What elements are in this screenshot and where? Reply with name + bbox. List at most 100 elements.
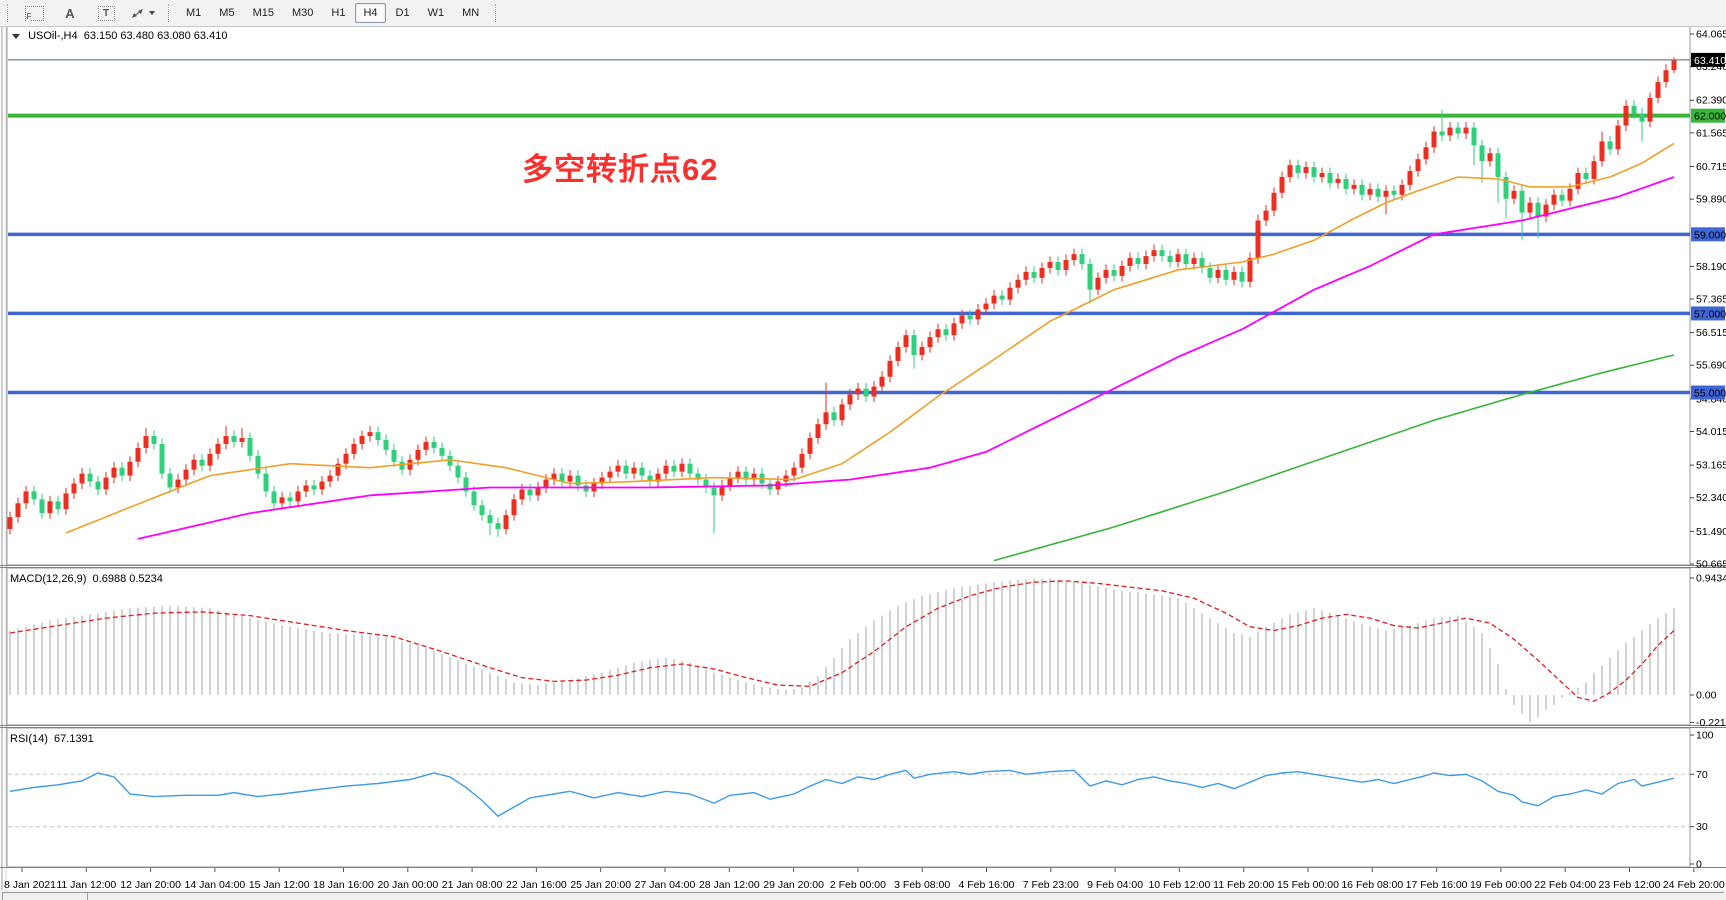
bottom-tab[interactable] bbox=[2, 892, 88, 900]
text-box-button[interactable]: T bbox=[89, 1, 123, 25]
candle-body bbox=[1511, 190, 1517, 199]
ma-slow-line bbox=[993, 354, 1675, 562]
text-box-icon: T bbox=[97, 5, 115, 21]
candle-body bbox=[1615, 125, 1621, 150]
candle-body bbox=[239, 438, 245, 442]
profile-grid-button[interactable]: F bbox=[17, 1, 51, 25]
candle-body bbox=[1079, 254, 1085, 264]
candle-body bbox=[1575, 173, 1581, 189]
candle-body bbox=[1479, 145, 1485, 162]
timeframe-button-M15[interactable]: M15 bbox=[252, 7, 274, 19]
rsi-name: RSI(14) bbox=[10, 733, 48, 745]
time-axis[interactable]: 8 Jan 2021 11 Jan 12:00 12 Jan 20:00 14 Jan… bbox=[4, 868, 1725, 891]
collapse-icon[interactable] bbox=[12, 34, 20, 39]
timeframe-button-M1[interactable]: M1 bbox=[186, 7, 202, 19]
candle-body bbox=[815, 424, 821, 439]
time-axis-label: 9 Feb 04:00 bbox=[1087, 879, 1143, 891]
toolbar: F A T M1 M5 M15 M30 H1 H4 D1 W1 MN bbox=[0, 0, 1726, 27]
text-label-button[interactable]: A bbox=[53, 1, 87, 25]
timeframe-button-H1[interactable]: H1 bbox=[331, 7, 346, 19]
toolbar-drag-handle[interactable] bbox=[7, 4, 9, 22]
timeframe-button-M5[interactable]: M5 bbox=[219, 7, 235, 19]
time-axis-label: 22 Feb 04:00 bbox=[1534, 879, 1596, 891]
candle-body bbox=[415, 449, 421, 460]
chart-title: USOil-,H4 63.150 63.480 63.080 63.410 bbox=[12, 30, 227, 42]
candle-body bbox=[1135, 258, 1141, 264]
candle-body bbox=[63, 493, 69, 510]
candle-body bbox=[375, 432, 381, 441]
candle-body bbox=[575, 475, 581, 486]
candle-body bbox=[511, 499, 517, 516]
candle-body bbox=[807, 438, 813, 454]
candle-body bbox=[231, 436, 237, 442]
level-62.000-text: 62.000 bbox=[1694, 111, 1726, 123]
candle-body bbox=[1159, 250, 1165, 257]
time-axis-label: 16 Feb 08:00 bbox=[1341, 879, 1403, 891]
candle-body bbox=[319, 481, 325, 490]
candle-body bbox=[703, 479, 709, 488]
rsi-axis-label: 70 bbox=[1696, 769, 1708, 781]
macd-panel bbox=[9, 578, 1675, 723]
candle-body bbox=[1127, 258, 1133, 266]
candle-body bbox=[991, 295, 997, 304]
candle-body bbox=[1103, 269, 1109, 278]
timeframe-button-MN[interactable]: MN bbox=[462, 7, 480, 19]
candle-body bbox=[1319, 173, 1325, 177]
candle-body bbox=[527, 489, 533, 496]
bottom-edge bbox=[88, 892, 1724, 900]
candle-body bbox=[1535, 202, 1541, 217]
candle-body bbox=[183, 469, 189, 480]
candle-body bbox=[935, 329, 941, 338]
candle-body bbox=[1527, 202, 1533, 213]
candle-body bbox=[1063, 260, 1069, 270]
candle-body bbox=[831, 412, 837, 421]
candle-body bbox=[1343, 178, 1349, 189]
candle-body bbox=[1551, 194, 1557, 205]
time-axis-label: 21 Jan 08:00 bbox=[442, 879, 503, 891]
candle-body bbox=[159, 443, 165, 474]
macd-axis-label: 0.9434 bbox=[1696, 573, 1726, 585]
candle-body bbox=[1311, 167, 1317, 177]
candle-body bbox=[135, 447, 141, 462]
candle-body bbox=[423, 441, 429, 450]
macd-axis-label: 0.00 bbox=[1696, 690, 1717, 702]
time-axis-label: 7 Feb 23:00 bbox=[1023, 879, 1079, 891]
macd-name: MACD(12,26,9) bbox=[10, 573, 87, 585]
price-axis-label: 56.515 bbox=[1696, 327, 1726, 339]
candle-body bbox=[847, 394, 853, 405]
rsi-value: 67.1391 bbox=[54, 733, 94, 745]
candle-body bbox=[711, 487, 717, 496]
candle-body bbox=[351, 443, 357, 454]
cursor-arrows-button[interactable] bbox=[125, 1, 160, 25]
candle-body bbox=[679, 463, 685, 472]
timeframe-button-W1[interactable]: W1 bbox=[427, 7, 445, 19]
candle-body bbox=[255, 455, 261, 474]
timeframe-button-M30[interactable]: M30 bbox=[291, 7, 314, 19]
candle-body bbox=[1015, 279, 1021, 288]
candle-body bbox=[111, 467, 117, 478]
level-57.000-box bbox=[1691, 306, 1725, 321]
candle-body bbox=[263, 473, 269, 492]
candle-body bbox=[463, 477, 469, 492]
candle-body bbox=[1223, 269, 1229, 280]
rsi-label: RSI(14) 67.1391 bbox=[10, 733, 94, 745]
candle-body bbox=[735, 471, 741, 478]
candle-body bbox=[439, 447, 445, 456]
candle-body bbox=[1583, 173, 1589, 179]
timeframe-button-D1[interactable]: D1 bbox=[395, 7, 410, 19]
candle-body bbox=[1239, 271, 1245, 282]
candle-body bbox=[863, 388, 869, 397]
timeframe-button-H4[interactable]: H4 bbox=[355, 3, 386, 23]
candle-body bbox=[143, 436, 149, 448]
candle-body bbox=[767, 483, 773, 490]
ma-mid-line bbox=[137, 176, 1675, 540]
time-axis-label: 15 Feb 00:00 bbox=[1277, 879, 1339, 891]
toolbar-separator bbox=[495, 4, 497, 22]
time-axis-label: 27 Jan 04:00 bbox=[635, 879, 696, 891]
time-axis-strip[interactable] bbox=[0, 867, 1726, 890]
time-axis-label: 12 Jan 20:00 bbox=[120, 879, 181, 891]
rsi-axis-label: 0 bbox=[1696, 859, 1702, 871]
cursor-arrows-icon bbox=[132, 8, 143, 18]
price-axis[interactable]: 64.06563.24062.39061.56560.71559.89058.1… bbox=[1690, 29, 1726, 871]
